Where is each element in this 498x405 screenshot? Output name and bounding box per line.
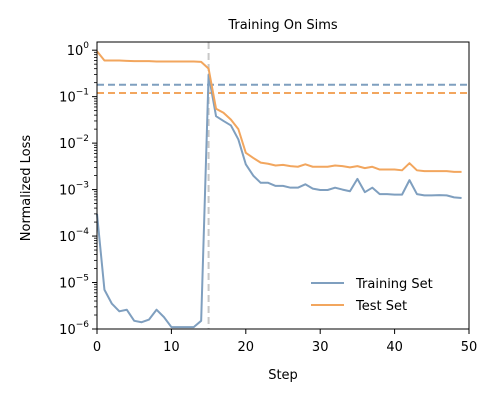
series-layer bbox=[96, 50, 462, 329]
y-axis-label: Normalized Loss bbox=[19, 135, 34, 242]
series-line-training-set bbox=[96, 73, 462, 329]
y-tick-label: 10−5 bbox=[59, 274, 89, 292]
y-axis-ticks: 10−6 10−5 10−4 10−3 10−2 10−1 100 bbox=[59, 41, 97, 338]
legend: Training Set Test Set bbox=[311, 277, 433, 314]
x-tick-label: 10 bbox=[163, 340, 180, 355]
legend-label: Training Set bbox=[355, 277, 433, 292]
x-tick-label: 30 bbox=[312, 340, 329, 355]
chart-title: Training On Sims bbox=[227, 18, 338, 33]
x-axis-label: Step bbox=[268, 368, 298, 383]
plot-area-frame bbox=[96, 41, 470, 330]
y-tick-label: 10−2 bbox=[59, 134, 89, 152]
x-tick-label: 50 bbox=[461, 340, 478, 355]
y-tick-label: 10−4 bbox=[59, 227, 89, 245]
series-line-test-set bbox=[96, 50, 462, 173]
y-tick-label: 10−6 bbox=[59, 320, 89, 338]
legend-label: Test Set bbox=[355, 299, 407, 314]
y-tick-label: 100 bbox=[67, 41, 90, 59]
x-tick-label: 40 bbox=[386, 340, 403, 355]
x-axis-ticks: 0 10 20 30 40 50 bbox=[93, 329, 477, 355]
y-tick-label: 10−1 bbox=[59, 88, 89, 106]
x-tick-label: 0 bbox=[93, 340, 101, 355]
y-tick-label: 10−3 bbox=[59, 181, 89, 199]
x-tick-label: 20 bbox=[238, 340, 255, 355]
